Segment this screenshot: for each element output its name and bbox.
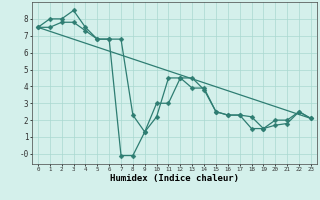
X-axis label: Humidex (Indice chaleur): Humidex (Indice chaleur) (110, 174, 239, 183)
